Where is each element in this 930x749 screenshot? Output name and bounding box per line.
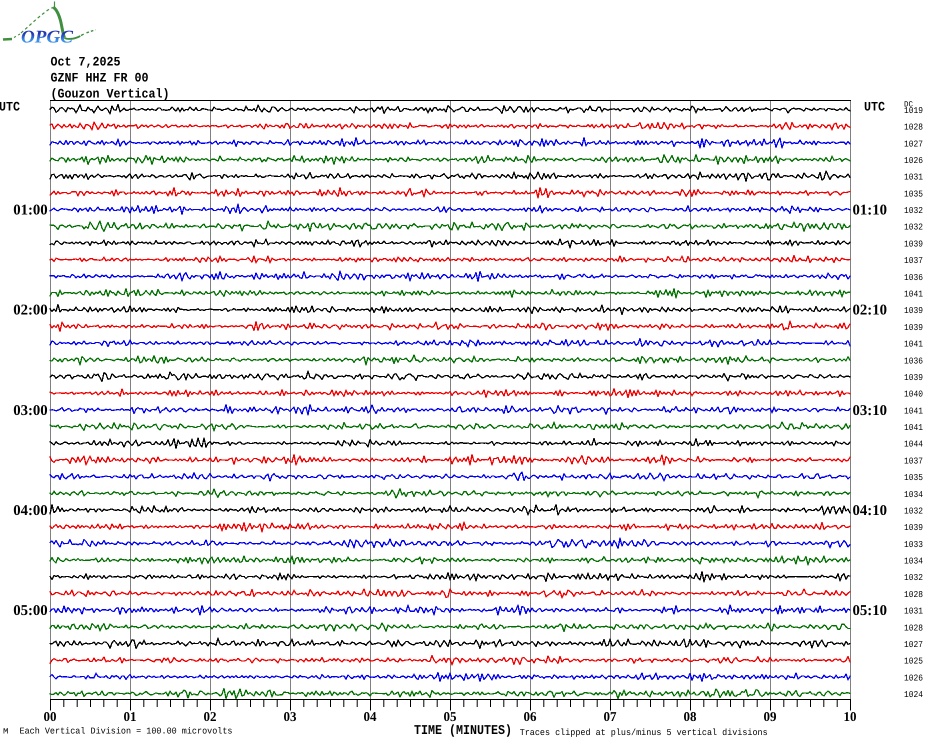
svg-text:1026: 1026 — [904, 673, 923, 683]
svg-text:03:10: 03:10 — [853, 403, 888, 419]
svg-text:1034: 1034 — [904, 557, 923, 567]
svg-text:09: 09 — [764, 709, 777, 724]
svg-text:03:00: 03:00 — [13, 403, 48, 419]
svg-text:DC: DC — [904, 101, 913, 110]
svg-text:1025: 1025 — [904, 657, 923, 667]
svg-text:1039: 1039 — [904, 523, 923, 533]
svg-text:1026: 1026 — [904, 156, 923, 166]
svg-text:1039: 1039 — [904, 323, 923, 333]
svg-text:1034: 1034 — [904, 490, 923, 500]
svg-text:02: 02 — [204, 709, 217, 724]
svg-text:1031: 1031 — [904, 607, 923, 617]
svg-text:05:00: 05:00 — [13, 603, 48, 619]
svg-text:1044: 1044 — [904, 440, 923, 450]
svg-text:00: 00 — [44, 709, 57, 724]
svg-text:(Gouzon Vertical): (Gouzon Vertical) — [51, 86, 170, 101]
svg-text:1035: 1035 — [904, 473, 923, 483]
svg-text:04: 04 — [364, 709, 377, 724]
svg-text:04:00: 04:00 — [13, 503, 48, 519]
svg-text:1035: 1035 — [904, 189, 923, 199]
svg-text:TIME (MINUTES): TIME (MINUTES) — [414, 724, 512, 739]
svg-text:1024: 1024 — [904, 690, 923, 700]
svg-text:1041: 1041 — [904, 340, 923, 350]
svg-text:01:00: 01:00 — [13, 203, 48, 219]
svg-text:06: 06 — [524, 709, 537, 724]
svg-text:1028: 1028 — [904, 123, 923, 133]
svg-text:1036: 1036 — [904, 356, 923, 366]
svg-text:1040: 1040 — [904, 390, 923, 400]
svg-text:1039: 1039 — [904, 306, 923, 316]
svg-text:1019: 1019 — [904, 106, 923, 116]
svg-text:Traces clipped at plus/minus 5: Traces clipped at plus/minus 5 vertical … — [520, 728, 768, 738]
svg-text:1041: 1041 — [904, 406, 923, 416]
svg-text:1036: 1036 — [904, 273, 923, 283]
svg-text:1032: 1032 — [904, 573, 923, 583]
svg-text:1032: 1032 — [904, 506, 923, 516]
svg-text:1037: 1037 — [904, 256, 923, 266]
svg-text:07: 07 — [604, 709, 617, 724]
svg-text:1027: 1027 — [904, 640, 923, 650]
svg-text:M: M — [3, 728, 9, 737]
svg-text:1032: 1032 — [904, 206, 923, 216]
svg-text:08: 08 — [684, 709, 697, 724]
svg-text:03: 03 — [284, 709, 297, 724]
svg-text:1041: 1041 — [904, 289, 923, 299]
svg-text:1037: 1037 — [904, 456, 923, 466]
svg-text:04:10: 04:10 — [853, 503, 888, 519]
svg-text:01:10: 01:10 — [853, 203, 888, 219]
svg-text:1032: 1032 — [904, 223, 923, 233]
svg-text:02:10: 02:10 — [853, 303, 888, 319]
svg-text:1028: 1028 — [904, 590, 923, 600]
svg-text:05: 05 — [444, 709, 457, 724]
svg-text:10: 10 — [844, 709, 857, 724]
svg-text:Each Vertical Division = 100.: Each Vertical Division = 100.00 microvol… — [20, 727, 233, 737]
svg-text:1027: 1027 — [904, 139, 923, 149]
svg-text:1039: 1039 — [904, 239, 923, 249]
svg-text:01: 01 — [124, 709, 137, 724]
svg-text:GZNF HHZ FR 00: GZNF HHZ FR 00 — [51, 71, 149, 86]
svg-text:UTC: UTC — [0, 100, 20, 115]
svg-text:OPGC: OPGC — [21, 27, 74, 47]
svg-text:Oct 7,2025: Oct 7,2025 — [51, 54, 121, 69]
svg-text:UTC: UTC — [864, 100, 885, 115]
svg-text:05:10: 05:10 — [853, 603, 888, 619]
svg-text:02:00: 02:00 — [13, 303, 48, 319]
svg-text:1028: 1028 — [904, 623, 923, 633]
svg-text:1041: 1041 — [904, 423, 923, 433]
svg-text:1031: 1031 — [904, 173, 923, 183]
svg-text:1039: 1039 — [904, 373, 923, 383]
svg-text:1033: 1033 — [904, 540, 923, 550]
